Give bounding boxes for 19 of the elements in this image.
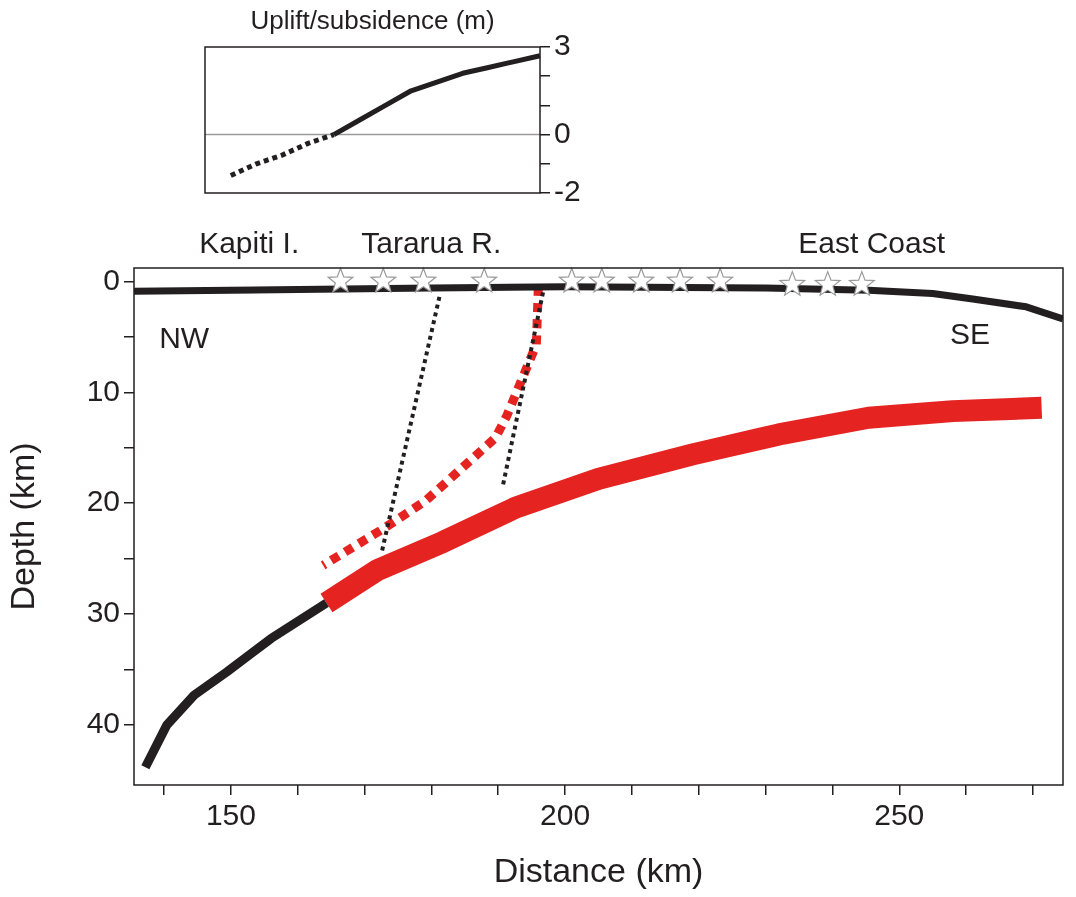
y-tick-label: -2 xyxy=(554,174,581,208)
text: Tararua R. xyxy=(361,226,502,260)
text: Kapiti I. xyxy=(199,226,300,260)
y-tick-label: 0 xyxy=(554,115,571,149)
y-tick-label: 3 xyxy=(554,28,571,62)
y-tick-label: 30 xyxy=(86,595,120,629)
y-axis-title: Depth (km) xyxy=(2,442,41,611)
x-tick-label: 250 xyxy=(874,798,925,832)
x-tick-label: 150 xyxy=(205,798,256,832)
annotation: NW xyxy=(159,321,210,355)
chart-title: Uplift/subsidence (m) xyxy=(250,4,495,35)
text: East Coast xyxy=(798,226,946,260)
y-tick-label: 0 xyxy=(103,262,120,296)
y-tick-label: 10 xyxy=(86,373,120,407)
x-axis-title: Distance (km) xyxy=(493,850,704,889)
y-tick-label: 40 xyxy=(86,706,120,740)
y-tick-label: 20 xyxy=(86,484,120,518)
annotation: SE xyxy=(950,316,991,350)
x-tick-label: 200 xyxy=(540,798,591,832)
